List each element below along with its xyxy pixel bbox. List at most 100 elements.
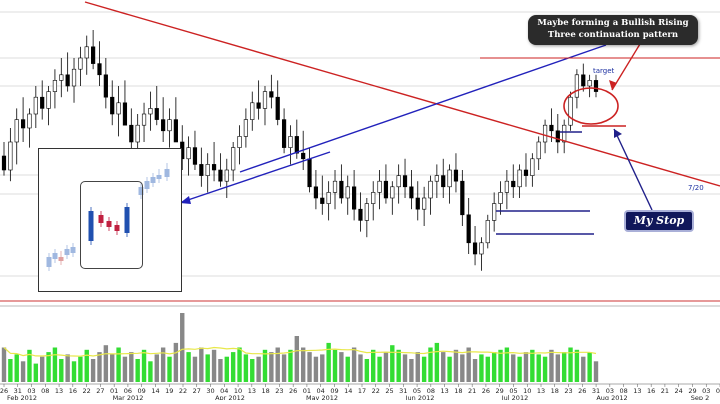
candle-body bbox=[84, 46, 89, 59]
volume-bar bbox=[479, 354, 484, 382]
x-tick-label: 04 bbox=[220, 387, 228, 395]
callout-arrowhead bbox=[609, 80, 617, 90]
volume-bar bbox=[511, 354, 516, 382]
candle-body bbox=[396, 175, 401, 188]
volume-bar bbox=[377, 356, 382, 382]
volume-bar bbox=[14, 354, 19, 382]
x-tick-label: 18 bbox=[261, 387, 269, 395]
x-tick-label: 14 bbox=[151, 387, 159, 395]
volume-bar bbox=[237, 347, 242, 382]
volume-bar bbox=[561, 352, 567, 382]
x-tick-label: 30 bbox=[206, 387, 214, 395]
candle-body bbox=[307, 158, 312, 188]
volume-bar bbox=[453, 349, 459, 382]
volume-bar bbox=[39, 356, 45, 382]
x-tick-label: 16 bbox=[69, 387, 77, 395]
inset-candle bbox=[70, 247, 76, 253]
pattern-callout: Maybe forming a Bullish Rising Three con… bbox=[528, 15, 698, 45]
volume-bar bbox=[383, 352, 389, 382]
volume-bar bbox=[447, 356, 452, 382]
candle-body bbox=[352, 186, 357, 210]
x-tick-label: 10 bbox=[234, 387, 242, 395]
volume-bar bbox=[281, 354, 287, 382]
x-tick-label: 23 bbox=[275, 387, 283, 395]
candle-body bbox=[301, 152, 306, 160]
candle-body bbox=[364, 203, 369, 221]
month-label: Mar 2012 bbox=[113, 394, 144, 400]
candle-body bbox=[587, 80, 592, 87]
candle-body bbox=[555, 130, 560, 143]
stop-arrow bbox=[613, 128, 653, 211]
candle-body bbox=[59, 74, 64, 81]
candle-body bbox=[536, 141, 541, 160]
x-tick-label: 13 bbox=[633, 387, 641, 395]
volume-bar bbox=[491, 352, 497, 382]
x-tick-label: 22 bbox=[82, 387, 90, 395]
candle-body bbox=[199, 164, 204, 176]
x-tick-label: 26 bbox=[578, 387, 586, 395]
candle-body bbox=[377, 180, 382, 193]
volume-bar bbox=[504, 347, 510, 382]
volume-bar bbox=[339, 352, 344, 382]
candle-body bbox=[562, 124, 567, 143]
volume-bar bbox=[523, 352, 529, 382]
volume-bar bbox=[46, 352, 51, 382]
month-label: Aug 2012 bbox=[596, 394, 627, 400]
candle-body bbox=[275, 96, 280, 120]
candle-body bbox=[441, 175, 446, 188]
candle-body bbox=[205, 164, 210, 176]
inset-candle bbox=[164, 169, 170, 177]
x-tick-label: 31 bbox=[399, 387, 407, 395]
candle-body bbox=[122, 102, 128, 126]
candle-body bbox=[542, 124, 548, 143]
date-mark-label: 7/20 bbox=[688, 184, 704, 192]
volume-bar bbox=[211, 349, 217, 382]
x-tick-label: 03 bbox=[702, 387, 710, 395]
x-tick-label: 10 bbox=[523, 387, 531, 395]
inset-canvas bbox=[46, 163, 170, 271]
volume-bar bbox=[243, 354, 249, 382]
candle-body bbox=[262, 91, 268, 109]
volume-bar bbox=[364, 359, 370, 382]
volume-bar bbox=[428, 347, 433, 382]
candle-body bbox=[415, 197, 420, 210]
x-tick-label: 27 bbox=[193, 387, 201, 395]
stop-arrowhead bbox=[614, 129, 622, 138]
candle-body bbox=[313, 186, 319, 199]
volume-bar bbox=[97, 352, 102, 382]
x-tick-label: 05 bbox=[413, 387, 421, 395]
volume-bar bbox=[1, 347, 7, 382]
volume-bar bbox=[59, 359, 64, 382]
candle-body bbox=[574, 74, 580, 98]
support-trendline bbox=[239, 44, 607, 173]
inset-candle bbox=[52, 253, 58, 259]
volume-bar bbox=[141, 349, 147, 382]
volume-bar bbox=[466, 347, 471, 382]
volume-bar bbox=[390, 345, 395, 382]
candle-body bbox=[141, 113, 147, 126]
x-tick-label: 01 bbox=[110, 387, 118, 395]
month-label: Feb 2012 bbox=[7, 394, 37, 400]
volume-bar bbox=[294, 336, 300, 382]
volume-bar bbox=[256, 356, 261, 382]
volume-bar bbox=[230, 352, 236, 382]
candle-body bbox=[40, 96, 45, 109]
volume-bar bbox=[332, 349, 338, 382]
x-tick-label: 21 bbox=[468, 387, 476, 395]
x-tick-label: 18 bbox=[551, 387, 559, 395]
inset-candle bbox=[58, 257, 64, 261]
volume-bar bbox=[574, 349, 580, 382]
x-tick-label: 08 bbox=[427, 387, 435, 395]
candle-body bbox=[148, 108, 153, 115]
my-stop-label: My Stop bbox=[624, 210, 694, 232]
inset-arrow bbox=[181, 151, 331, 203]
volume-bar bbox=[307, 352, 312, 382]
x-tick-label: 13 bbox=[440, 387, 448, 395]
inset-candle bbox=[98, 215, 104, 223]
volume-bar bbox=[275, 347, 280, 382]
month-label: Apr 2012 bbox=[215, 394, 245, 400]
volume-bar bbox=[555, 354, 561, 382]
candle-body bbox=[593, 80, 599, 92]
candle-body bbox=[71, 68, 77, 87]
candle-body bbox=[129, 124, 134, 143]
